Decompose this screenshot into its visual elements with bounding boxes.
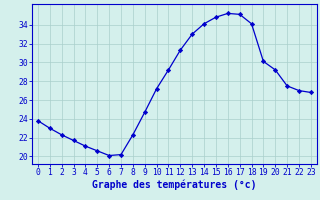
- X-axis label: Graphe des températures (°c): Graphe des températures (°c): [92, 180, 257, 190]
